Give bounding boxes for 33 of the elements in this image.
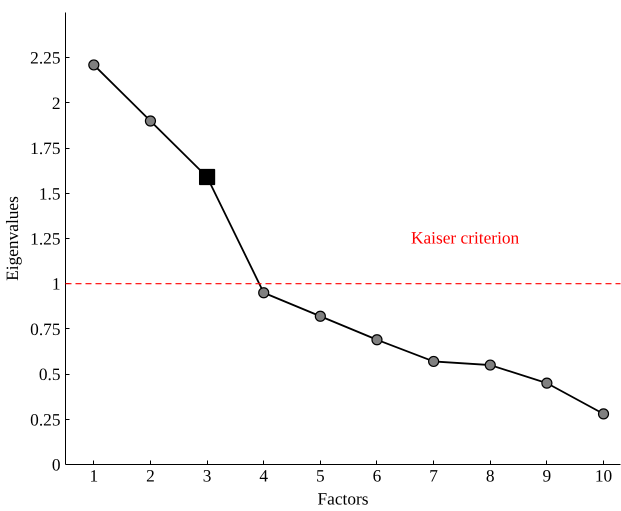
x-tick-label: 6 <box>372 466 382 486</box>
point <box>144 115 156 127</box>
point <box>371 334 383 346</box>
x-tick-label: 7 <box>429 466 438 486</box>
y-tick-label: 0 <box>52 456 61 474</box>
x-tick-label: 9 <box>542 466 552 486</box>
x-tick-label: 10 <box>594 466 612 486</box>
x-tick-label: 1 <box>89 466 98 486</box>
x-axis-title: Factors <box>317 490 369 508</box>
point <box>88 59 100 71</box>
point <box>198 168 216 186</box>
x-tick-label: 5 <box>316 466 325 486</box>
y-tick-label: 2 <box>52 94 61 113</box>
point <box>598 408 610 420</box>
point <box>258 287 270 298</box>
y-tick-label: 1.75 <box>30 139 61 158</box>
point <box>484 359 496 371</box>
y-tick-label: 1.5 <box>38 184 61 204</box>
x-tick-label: 4 <box>259 466 268 486</box>
y-tick-label: 0.5 <box>38 365 61 384</box>
point <box>541 378 552 389</box>
point <box>314 310 326 322</box>
y-tick-label: 1 <box>52 274 61 294</box>
y-tick-label: 0.25 <box>30 410 61 430</box>
y-tick-label: 1.25 <box>30 230 61 248</box>
y-axis-title: Eigenvalues <box>3 196 22 281</box>
x-tick-label: 8 <box>486 466 495 486</box>
y-tick-label: 0.75 <box>30 320 61 339</box>
y-tick-label: 2.25 <box>30 48 61 68</box>
x-tick-label: 2 <box>146 466 155 486</box>
point <box>428 356 440 368</box>
x-tick-label: 3 <box>202 466 212 486</box>
ref-line-label: Kaiser criterion <box>410 228 520 248</box>
